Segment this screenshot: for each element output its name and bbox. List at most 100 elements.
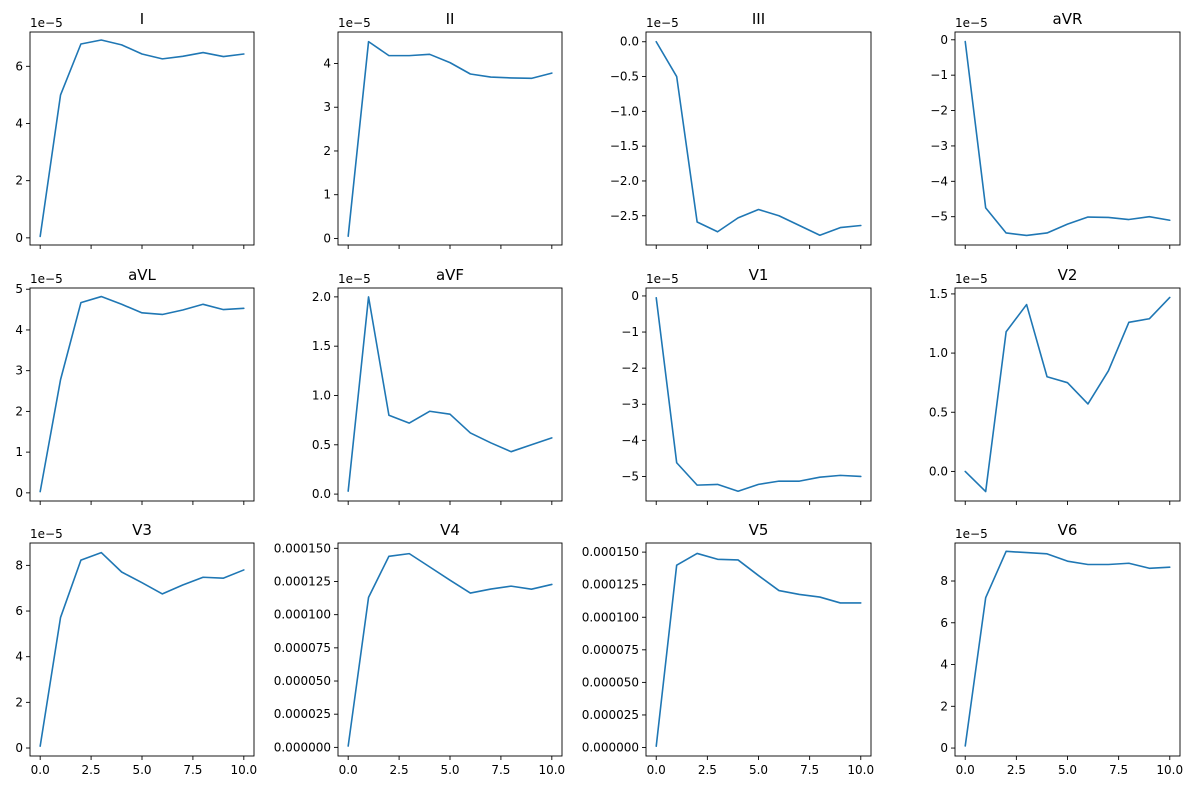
- subplot-v6: V6 1e−5 0 2 4 6 8 0.0 2.5 5.0 7.5 10.0: [940, 521, 1183, 777]
- y-tick-label: 1.5: [929, 287, 948, 301]
- y-tick-label: 1.0: [312, 388, 331, 402]
- x-tick-label: 5.0: [440, 763, 459, 777]
- x-tick-label: 0.0: [339, 763, 358, 777]
- y-tick-label: −1: [621, 325, 639, 339]
- y-tick-label: 0.000050: [274, 674, 331, 688]
- y-tick-label: 0.000150: [582, 545, 639, 559]
- y-tick-label: −2.0: [610, 174, 639, 188]
- series-line-v2: [964, 296, 1171, 493]
- axes-frame-iii: [645, 31, 872, 246]
- y-tick-label: −4: [621, 433, 639, 447]
- x-tick-label: 2.5: [390, 763, 409, 777]
- y-tick-label: 0: [323, 231, 331, 245]
- series-line-iii: [655, 40, 862, 237]
- y-tick-label: 6: [940, 616, 948, 630]
- y-tick-label: 0.5: [929, 405, 948, 419]
- series-line-v4: [347, 552, 553, 747]
- subplot-avr: aVR 1e−5 0 −1 −2 −3 −4 −5: [930, 10, 1181, 249]
- subplot-title-v4: V4: [440, 521, 460, 539]
- axes-frame-v3: [29, 542, 255, 757]
- series-line-v1: [655, 296, 862, 493]
- x-tick-label: 10.0: [847, 763, 874, 777]
- y-tick-label: −3: [930, 139, 948, 153]
- y-tick-label: 0.000025: [582, 708, 639, 722]
- series-line-ii: [347, 40, 553, 238]
- axes-frame-ii: [337, 31, 563, 246]
- y-tick-label: −5: [930, 210, 948, 224]
- y-tick-label: 4: [15, 650, 23, 664]
- y-tick-label: 0.0: [929, 464, 948, 478]
- y-tick-label: −1.5: [610, 139, 639, 153]
- x-tick-label: 10.0: [538, 763, 565, 777]
- x-tick-label: 5.0: [132, 763, 151, 777]
- subplot-title-iii: III: [752, 10, 765, 28]
- exponent-label-avr: 1e−5: [955, 16, 988, 30]
- y-tick-label: 2: [15, 695, 23, 709]
- y-tick-label: 0.000125: [582, 578, 639, 592]
- axes-frame-avr: [954, 31, 1181, 246]
- x-tick-label: 7.5: [1109, 763, 1128, 777]
- x-tick-label: 2.5: [698, 763, 717, 777]
- exponent-label-i: 1e−5: [30, 16, 63, 30]
- subplot-v1: V1 1e−5 0 −1 −2 −3 −4 −5: [621, 266, 872, 505]
- y-tick-label: 4: [15, 116, 23, 130]
- y-tick-label: 4: [323, 56, 331, 70]
- series-line-v3: [39, 551, 245, 747]
- subplot-i: I 1e−5 0 2 4 6: [15, 10, 255, 249]
- subplot-title-v5: V5: [749, 521, 769, 539]
- subplot-title-avr: aVR: [1053, 10, 1083, 28]
- y-tick-label: 0.000050: [582, 675, 639, 689]
- subplot-title-v1: V1: [749, 266, 769, 284]
- y-tick-label: 2: [940, 699, 948, 713]
- y-tick-label: 1.0: [929, 346, 948, 360]
- subplot-title-ii: II: [446, 10, 455, 28]
- x-tick-label: 2.5: [1007, 763, 1026, 777]
- y-tick-label: 0: [15, 486, 23, 500]
- x-tick-label: 7.5: [491, 763, 510, 777]
- y-tick-label: 0.0: [620, 35, 639, 49]
- exponent-label-avf: 1e−5: [338, 272, 371, 286]
- y-tick-label: 8: [940, 574, 948, 588]
- y-tick-label: −3: [621, 397, 639, 411]
- exponent-label-v6: 1e−5: [955, 527, 988, 541]
- y-tick-label: 1: [323, 188, 331, 202]
- subplot-v5: V5 0.000000 0.000025 0.000050 0.000075 0.0001…: [582, 521, 874, 777]
- x-tick-label: 10.0: [230, 763, 257, 777]
- series-line-avf: [347, 296, 553, 492]
- series-line-i: [39, 39, 245, 238]
- axes-frame-avf: [337, 287, 563, 502]
- subplot-title-v6: V6: [1058, 521, 1078, 539]
- exponent-label-ii: 1e−5: [338, 16, 371, 30]
- axes-frame-i: [29, 31, 255, 246]
- x-tick-label: 2.5: [82, 763, 101, 777]
- y-tick-label: 2: [15, 174, 23, 188]
- x-tick-label: 5.0: [1058, 763, 1077, 777]
- subplot-v3: V3 1e−5 0 2 4 6 8 0.0 2.5 5.0 7.5 10.0: [15, 521, 257, 777]
- y-tick-label: −0.5: [610, 70, 639, 84]
- y-tick-label: 0: [15, 741, 23, 755]
- subplot-title-v2: V2: [1058, 266, 1078, 284]
- series-line-avl: [39, 295, 245, 493]
- y-tick-label: 4: [940, 658, 948, 672]
- subplot-ii: II 1e−5 0 1 2 3 4: [323, 10, 563, 249]
- axes-frame-v6: [954, 542, 1181, 757]
- x-tick-label: 10.0: [1156, 763, 1183, 777]
- exponent-label-v2: 1e−5: [955, 272, 988, 286]
- y-tick-label: 4: [15, 323, 23, 337]
- y-tick-label: 5: [15, 282, 23, 296]
- y-tick-label: 0.000000: [582, 741, 639, 755]
- y-tick-label: 3: [323, 100, 331, 114]
- y-tick-label: −1: [930, 68, 948, 82]
- y-tick-label: −5: [621, 469, 639, 483]
- y-tick-label: 0.000150: [274, 541, 331, 555]
- axes-frame-avl: [29, 287, 255, 502]
- y-tick-label: 0.000125: [274, 574, 331, 588]
- subplot-title-v3: V3: [132, 521, 152, 539]
- y-tick-label: 0.000000: [274, 740, 331, 754]
- y-tick-label: 2.0: [312, 290, 331, 304]
- subplot-title-avf: aVF: [436, 266, 464, 284]
- y-tick-label: 0.000075: [274, 641, 331, 655]
- axes-frame-v4: [337, 542, 563, 757]
- y-tick-label: 0: [940, 741, 948, 755]
- exponent-label-v1: 1e−5: [646, 272, 679, 286]
